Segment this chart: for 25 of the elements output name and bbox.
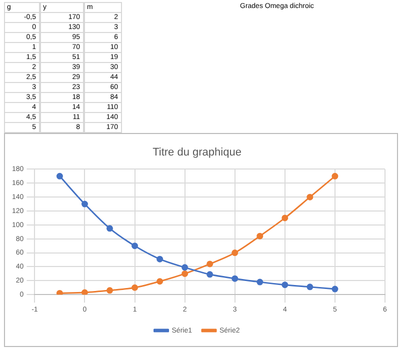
point (182, 270, 188, 277)
point (256, 232, 264, 240)
point (132, 284, 138, 291)
point (132, 242, 138, 250)
point (282, 282, 288, 288)
point (332, 286, 338, 292)
point (182, 264, 188, 271)
point (56, 172, 63, 180)
point (232, 250, 238, 256)
point (282, 214, 288, 222)
point (106, 225, 113, 232)
point (56, 290, 63, 295)
chart-title: Titre du graphique (152, 146, 242, 159)
point (156, 256, 164, 262)
point (306, 284, 314, 290)
point (81, 200, 88, 208)
point (232, 275, 238, 282)
point (106, 287, 113, 294)
point (306, 194, 314, 200)
point (332, 172, 338, 180)
point (256, 278, 264, 286)
point (206, 271, 214, 278)
point (206, 260, 214, 268)
point (156, 278, 164, 285)
point (81, 289, 88, 295)
